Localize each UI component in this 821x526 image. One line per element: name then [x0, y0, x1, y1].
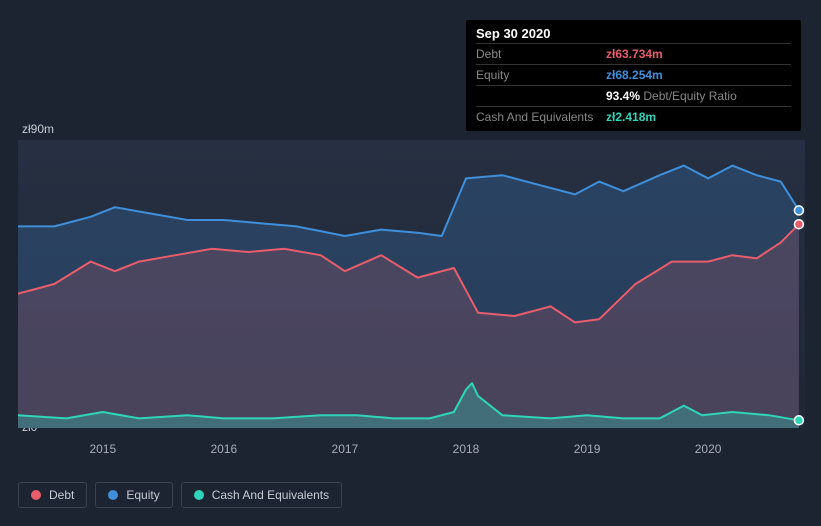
- tooltip-row: Debtzł63.734m: [476, 43, 791, 64]
- x-axis-tick: 2017: [332, 442, 359, 456]
- chart-plot-area: [18, 140, 805, 428]
- tooltip-row: Cash And Equivalentszł2.418m: [476, 106, 791, 127]
- legend-item-equity[interactable]: Equity: [95, 482, 172, 508]
- x-axis-tick: 2016: [210, 442, 237, 456]
- series-end-marker-cash-and-equivalents: [794, 416, 803, 425]
- x-axis-tick: 2019: [574, 442, 601, 456]
- y-axis-max-label: zł90m: [22, 122, 54, 136]
- series-end-marker-equity: [794, 206, 803, 215]
- legend-swatch-icon: [108, 490, 118, 500]
- tooltip-row-value: 93.4% Debt/Equity Ratio: [606, 89, 737, 103]
- x-axis-tick: 2018: [453, 442, 480, 456]
- tooltip-row-label: Equity: [476, 68, 606, 82]
- x-axis-tick: 2015: [89, 442, 116, 456]
- legend-swatch-icon: [31, 490, 41, 500]
- legend-swatch-icon: [194, 490, 204, 500]
- tooltip-row-label: Debt: [476, 47, 606, 61]
- tooltip-row: Equityzł68.254m: [476, 64, 791, 85]
- x-axis-tick: 2020: [695, 442, 722, 456]
- tooltip-row: 93.4% Debt/Equity Ratio: [476, 85, 791, 106]
- legend-item-debt[interactable]: Debt: [18, 482, 87, 508]
- chart-svg: [18, 140, 805, 428]
- tooltip-row-value: zł63.734m: [606, 47, 663, 61]
- tooltip-row-value: zł2.418m: [606, 110, 656, 124]
- legend-label: Equity: [126, 488, 159, 502]
- tooltip-row-label: [476, 89, 606, 103]
- legend-label: Debt: [49, 488, 74, 502]
- tooltip-row-label: Cash And Equivalents: [476, 110, 606, 124]
- legend-label: Cash And Equivalents: [212, 488, 329, 502]
- tooltip-date: Sep 30 2020: [476, 26, 791, 41]
- tooltip-row-value: zł68.254m: [606, 68, 663, 82]
- legend-item-cash-and-equivalents[interactable]: Cash And Equivalents: [181, 482, 342, 508]
- x-axis: 2015 2016 2017 2018 2019 2020: [18, 442, 805, 462]
- chart-tooltip: Sep 30 2020 Debtzł63.734mEquityzł68.254m…: [466, 20, 801, 131]
- chart-legend: Debt Equity Cash And Equivalents: [18, 482, 342, 508]
- series-end-marker-debt: [794, 220, 803, 229]
